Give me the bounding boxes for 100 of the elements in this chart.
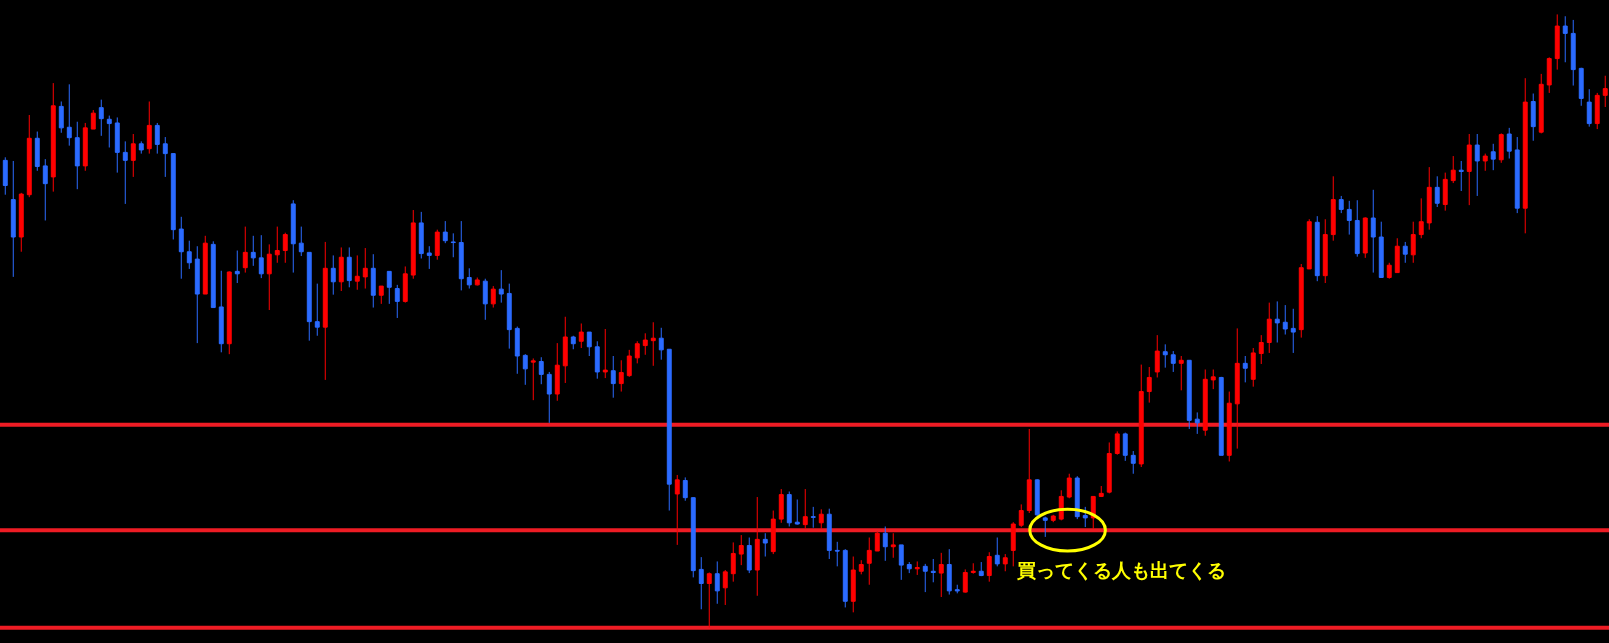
candlestick [930, 558, 936, 583]
candlestick [746, 537, 752, 574]
candlestick [1242, 355, 1248, 383]
candlestick [1234, 327, 1240, 450]
candlestick [986, 551, 992, 583]
candlestick [130, 133, 136, 178]
candlestick [50, 82, 56, 193]
candlestick [890, 532, 896, 559]
candlestick [1322, 218, 1328, 284]
candlestick [1586, 88, 1592, 128]
candlestick [794, 499, 800, 526]
candlestick [1074, 475, 1080, 520]
candlestick [186, 240, 192, 270]
candlestick [1170, 350, 1176, 373]
candlestick [1354, 199, 1360, 258]
candlestick [530, 357, 536, 401]
candlestick [1010, 521, 1016, 567]
candlestick [1482, 153, 1488, 172]
candlestick [826, 508, 832, 560]
candlestick [954, 584, 960, 594]
candlestick [674, 474, 680, 546]
candlestick [1330, 175, 1336, 242]
candlestick [1418, 197, 1424, 239]
candlestick [298, 226, 304, 257]
candlestick [1210, 368, 1216, 390]
candlestick [1042, 517, 1048, 538]
candlestick [1450, 155, 1456, 184]
candlestick [610, 355, 616, 399]
candlestick [362, 247, 368, 290]
candlestick [1290, 308, 1296, 354]
candlestick [1362, 216, 1368, 259]
candlestick [1258, 334, 1264, 365]
candlestick [1490, 143, 1496, 171]
candlestick [482, 278, 488, 321]
candlestick [258, 234, 264, 279]
candlestick [1098, 485, 1104, 497]
candlestick [26, 114, 32, 198]
candlestick [770, 510, 776, 555]
candlestick [834, 541, 840, 567]
candlestick [250, 235, 256, 267]
candlestick [1154, 334, 1160, 378]
candlestick [562, 316, 568, 384]
candlestick [706, 571, 712, 629]
candlestick [442, 220, 448, 244]
candlestick [1506, 127, 1512, 160]
candlestick [1050, 514, 1056, 523]
candlestick [1554, 13, 1560, 71]
candlestick [330, 254, 336, 296]
candlestick [754, 496, 760, 597]
candlestick [1578, 67, 1584, 107]
candlestick [546, 371, 552, 424]
candlestick [514, 326, 520, 375]
candlestick [58, 100, 64, 134]
candlestick [74, 121, 80, 190]
candlestick [1370, 189, 1376, 274]
candlestick [1266, 302, 1272, 354]
candlestick [1226, 391, 1232, 462]
candlestick [714, 560, 720, 605]
candlestick [1474, 133, 1480, 197]
candlestick [1442, 172, 1448, 212]
candlestick [1186, 359, 1192, 430]
candlestick [218, 270, 224, 353]
candlestick [1274, 300, 1280, 343]
candlestick [1034, 478, 1040, 518]
candlestick [402, 265, 408, 304]
candlestick [722, 569, 728, 606]
candlestick [1394, 237, 1400, 274]
candlestick [970, 562, 976, 575]
candlestick [978, 561, 984, 577]
candlestick [226, 270, 232, 355]
candlestick [522, 353, 528, 386]
candlestick [10, 160, 16, 278]
candlestick [946, 548, 952, 596]
candlestick [882, 525, 888, 562]
candlestick [18, 192, 24, 253]
candlestick [1146, 366, 1152, 404]
candlestick [210, 240, 216, 309]
candlestick [178, 216, 184, 280]
candlestick [1434, 175, 1440, 208]
candlestick [866, 537, 872, 586]
candlestick [242, 226, 248, 274]
candlestick [1298, 263, 1304, 339]
candlestick [114, 116, 120, 174]
candlestick [1066, 473, 1072, 499]
candlestick [738, 534, 744, 566]
candlestick [650, 321, 656, 367]
candlestick [810, 506, 816, 529]
candlestick [34, 131, 40, 172]
candlestick [1026, 428, 1032, 514]
candlestick [322, 241, 328, 381]
candlestick [658, 327, 664, 361]
candlestick [1546, 56, 1552, 94]
candlestick [266, 243, 272, 311]
candlestick [194, 245, 200, 344]
candlestick [234, 250, 240, 284]
candlestick [554, 342, 560, 402]
candlestick [786, 491, 792, 527]
candlestick [1122, 432, 1128, 462]
candlestick [586, 331, 592, 357]
candlestick [898, 544, 904, 581]
